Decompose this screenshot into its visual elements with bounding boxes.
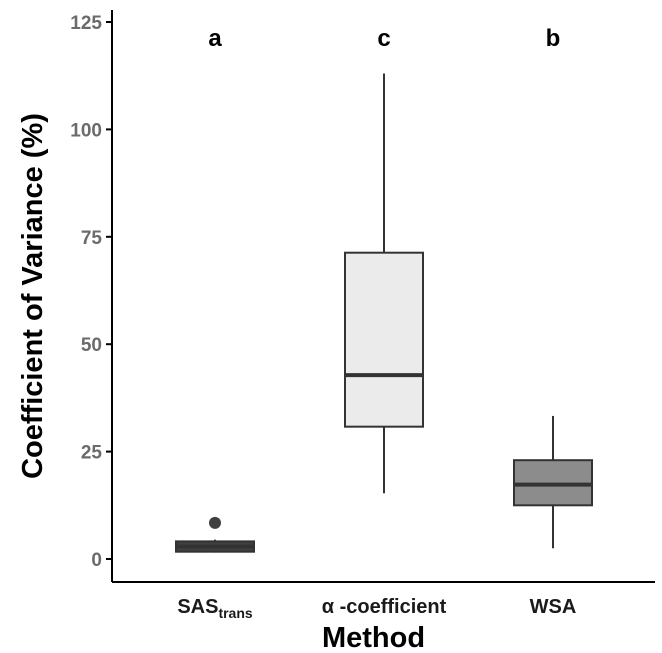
boxes	[175, 73, 593, 553]
y-tick-label: 100	[70, 120, 102, 141]
significance-letter: b	[546, 25, 561, 52]
significance-letter: a	[208, 25, 222, 52]
box-group	[513, 415, 593, 549]
y-tick-label: 125	[70, 13, 102, 34]
y-tick-label: 50	[81, 335, 102, 356]
x-axis-title: Method	[322, 622, 425, 653]
x-tick-label: WSA	[530, 596, 577, 618]
y-tick-label: 75	[81, 228, 103, 249]
significance-letter: c	[377, 25, 390, 52]
y-tick-label: 25	[81, 443, 103, 464]
x-tick-labels: SAStrans α -coefficient WSA	[177, 596, 576, 621]
x-tick-label: SAStrans	[177, 596, 253, 621]
y-axis-title: Coefficient of Variance (%)	[17, 113, 49, 479]
box-group	[344, 73, 424, 494]
y-tick-label: 0	[91, 550, 102, 571]
x-tick-label: α -coefficient	[322, 596, 447, 618]
outlier-point	[209, 516, 221, 529]
box-group	[175, 516, 255, 553]
y-ticks: 0 25 50 75 100 125	[70, 13, 112, 571]
axes	[111, 10, 655, 583]
box-iqr	[344, 251, 424, 428]
